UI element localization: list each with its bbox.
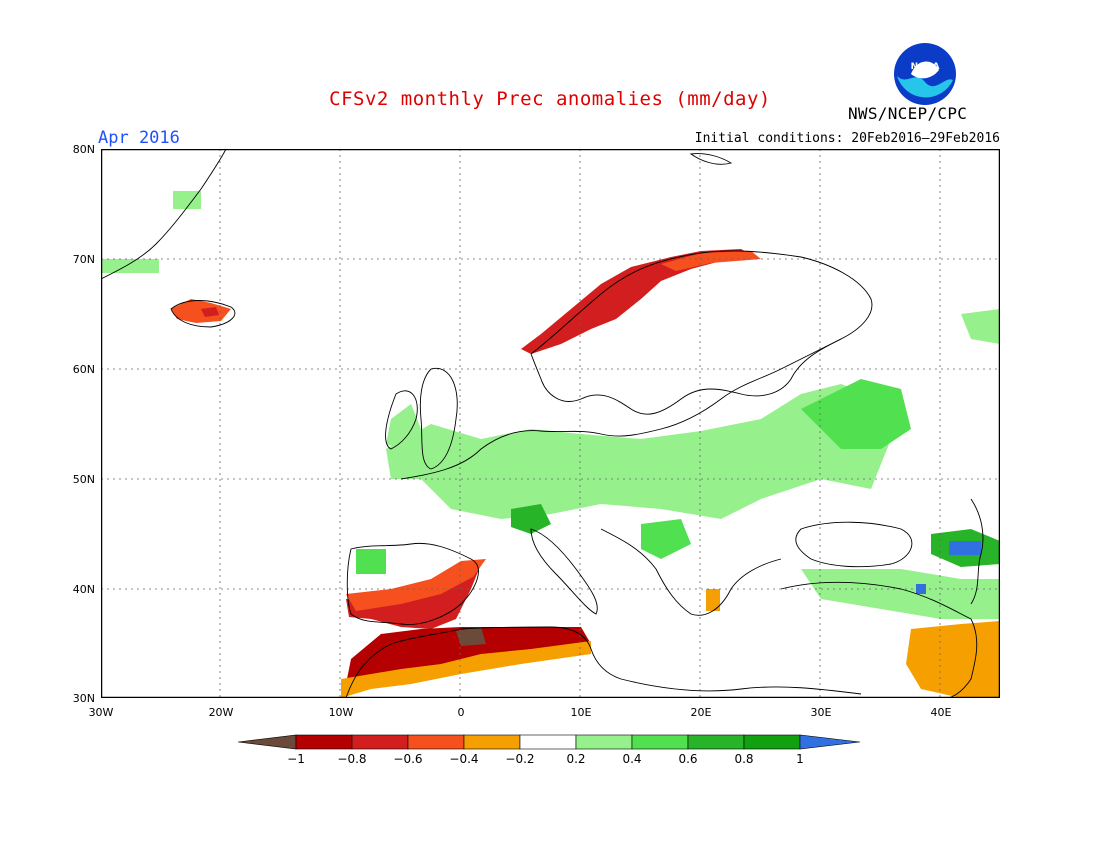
alps-wet [511,504,551,534]
greece-dry [706,589,720,611]
lat-label: 60N [72,363,95,376]
colorbar [238,734,861,750]
iceland-dry [171,299,231,323]
lat-label: 70N [72,253,95,266]
norway-coast-dry-edge [661,251,761,271]
east-med-dry [906,621,1000,698]
colorbar-segment [295,734,353,750]
valid-month-label: Apr 2016 [98,128,180,148]
balkans-wet [641,519,691,559]
colorbar-label: −1 [287,752,305,766]
lon-label: 20E [690,706,712,719]
colorbar-segment [351,734,409,750]
colorbar-label: −0.4 [449,752,479,766]
colorbar-segment [575,734,633,750]
anomaly-layer [101,191,1000,698]
caucasus-extreme [949,541,981,555]
colorbar-label: 0.2 [566,752,586,766]
lat-label: 30N [72,692,95,705]
colorbar-arrow-low [238,734,297,750]
lat-label: 80N [72,143,95,156]
colorbar-label: 1 [796,752,804,766]
north-russia-wet [961,309,1000,344]
lat-label: 50N [72,473,95,486]
colorbar-segment [463,734,521,750]
ireland-wet [386,404,421,449]
north-africa-extreme [456,627,486,646]
north-africa-edge [341,641,591,698]
colorbar-segment [687,734,745,750]
map-border [101,149,1000,698]
lon-label: 10W [328,706,354,719]
colorbar-label: −0.8 [337,752,367,766]
agency-label: NWS/NCEP/CPC [848,104,968,123]
lon-label: 30W [88,706,114,719]
colorbar-label: 0.6 [678,752,698,766]
iberia-wet [356,549,386,574]
norway-coast-dry [521,249,756,354]
logo-text: NOAA [911,62,940,72]
turkey-wet [801,569,1000,619]
colorbar-label: 0.8 [734,752,754,766]
colorbar-arrow-high [799,734,861,750]
grid-lines [101,149,1000,698]
greenland-wet-2 [101,259,159,273]
colorbar-segment [407,734,465,750]
colorbar-label: −0.2 [505,752,535,766]
lon-label: 40E [930,706,952,719]
lon-label: 30E [810,706,832,719]
coastlines [101,149,984,698]
colorbar-label: 0.4 [622,752,642,766]
iberia-dry-edge [346,559,486,611]
colorbar-label: −0.6 [393,752,423,766]
anatolia-extreme [916,584,926,594]
lon-label: 20W [208,706,234,719]
colorbar-segment [631,734,689,750]
russia-wet [801,379,911,449]
colorbar-segment [519,734,577,750]
lat-label: 40N [72,583,95,596]
central-europe-wet [386,384,891,519]
chart-title: CFSv2 monthly Prec anomalies (mm/day) [329,88,771,110]
noaa-logo: NOAA [894,43,956,105]
greenland-wet [173,191,201,209]
colorbar-segment [743,734,801,750]
initial-conditions-label: Initial conditions: 20Feb2016–29Feb2016 [694,131,1000,146]
iceland-dry-core [201,307,219,317]
map-panel [101,149,1000,698]
lon-label: 10E [570,706,592,719]
lon-label: 0 [457,706,465,719]
